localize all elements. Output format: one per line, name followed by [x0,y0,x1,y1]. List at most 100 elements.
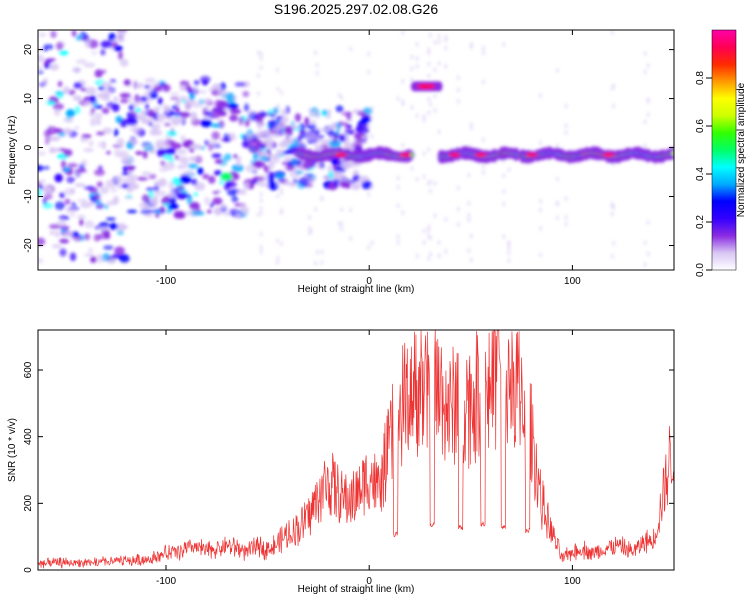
streak-blob [502,189,506,195]
streak-blob [422,239,426,245]
noise-blob [193,80,200,86]
noise-blob [45,136,50,146]
noise-blob [145,187,154,192]
streak-blob [410,77,414,83]
streak-blob [340,172,344,178]
colorbar-tick-label: 0.0 [695,263,706,277]
noise-blob [49,223,60,230]
streak-blob [340,95,344,101]
noise-blob [104,204,109,209]
noise-blob [94,69,103,78]
streak-blob [502,41,506,47]
noise-blob [168,191,175,198]
streak-blob [320,249,324,255]
noise-blob [171,117,181,126]
noise-blob [271,153,279,160]
streak-blob [367,69,371,75]
noise-blob [247,145,259,151]
streak-blob [433,213,437,219]
streak-blob [555,176,559,182]
noise-blob [90,51,98,55]
noise-blob [114,246,125,255]
streak-blob [367,51,371,57]
streak-blob [422,151,426,157]
noise-blob [113,128,119,137]
streak-blob [349,207,353,213]
noise-blob [123,196,134,200]
noise-blob [105,217,116,221]
noise-blob [170,96,179,101]
noise-blob [129,184,140,188]
top-y-tick-label: 0 [23,144,34,150]
noise-blob [66,176,75,184]
noise-blob [305,131,317,140]
noise-blob [43,192,53,201]
noise-blob [167,203,179,210]
streak-blob [427,73,431,79]
noise-blob [259,182,266,187]
noise-blob [285,105,290,115]
noise-blob [264,165,270,174]
streak-blob [280,241,284,247]
noise-blob [157,97,163,106]
streak-blob [410,54,414,60]
noise-blob [332,137,338,144]
noise-blob [38,258,44,264]
streak-blob [315,108,319,114]
streak-blob [337,174,341,180]
noise-blob [155,138,167,148]
noise-blob [175,107,180,113]
top-y-axis: -20 -10 0 10 20 [23,44,674,253]
top-y-tick-label: -20 [23,238,34,253]
noise-blob [102,127,113,134]
noise-blob [96,131,106,136]
noise-blob [65,109,76,118]
streak-blob [481,137,485,143]
streak-blob [315,62,319,68]
noise-blob [59,248,67,257]
streak-blob [275,67,279,73]
noise-blob [93,256,105,264]
streak-blob [564,214,568,220]
snr-plot-area [38,330,674,569]
noise-blob [96,181,103,188]
noise-blob [101,107,110,114]
noise-blob [197,167,204,175]
noise-blob [97,141,103,148]
noise-blob [280,109,287,116]
noise-blob [177,187,186,191]
streak-blob [276,148,280,154]
noise-blob [52,103,64,111]
noise-blob [47,58,56,62]
streak-blob [444,64,448,70]
noise-blob [126,165,135,172]
streak-blob [427,224,431,230]
streak-blob [314,206,318,212]
streak-blob [433,67,437,73]
streak-blob [538,225,542,231]
bottom-y-tick-label: 400 [23,428,34,445]
noise-blob [75,59,87,65]
streak-blob [349,114,353,120]
noise-blob [219,179,224,185]
noise-blob [334,179,339,188]
noise-blob [156,113,167,120]
noise-blob [54,201,66,211]
streak-blob [415,176,419,182]
bottom-x-tick-label: 100 [564,576,581,587]
streak-blob [396,184,400,190]
bottom-x-tick-label: -100 [156,576,176,587]
streak-blob [315,70,319,76]
streak-blob [401,30,405,36]
noise-blob [240,203,245,211]
top-y-tick-label: 20 [23,44,34,56]
noise-blob [64,166,70,173]
noise-blob [154,190,167,197]
noise-blob [190,114,197,122]
streak-blob [643,240,647,246]
noise-blob [44,63,51,69]
noise-blob [54,230,61,238]
noise-blob [49,231,55,235]
noise-blob [59,50,69,56]
streak-blob [337,128,341,134]
